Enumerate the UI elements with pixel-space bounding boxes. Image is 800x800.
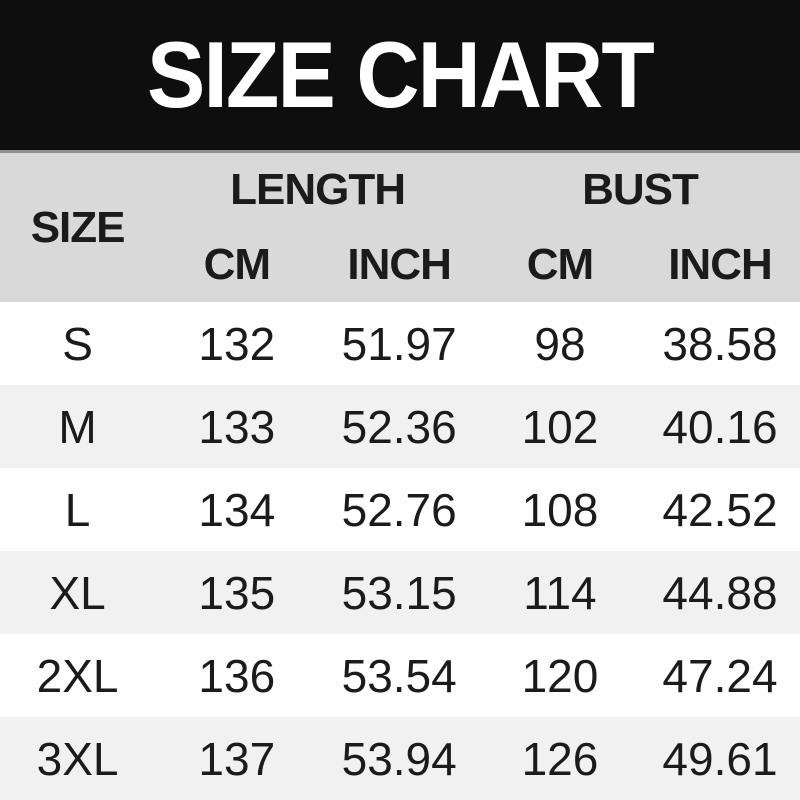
header-group-row: SIZE LENGTH BUST <box>0 153 800 302</box>
table-body: S 132 51.97 98 38.58 M 133 52.36 102 40.16 L 134 52.… <box>0 302 800 800</box>
bust-cm-cell: 98 <box>479 302 640 385</box>
bust-cm-cell: 102 <box>479 385 640 468</box>
page-title: SIZE CHART <box>147 22 655 127</box>
length-cm-cell: 133 <box>155 385 319 468</box>
length-inch-cell: 53.54 <box>318 634 480 717</box>
length-cm-cell: 132 <box>155 302 319 385</box>
column-header-size: SIZE <box>0 153 156 302</box>
bust-inch-cell: 38.58 <box>639 302 800 385</box>
column-header-bust-inch: INCH <box>639 227 800 302</box>
size-cell: 2XL <box>0 634 156 717</box>
length-inch-cell: 53.15 <box>318 551 480 634</box>
table-row: 2XL 136 53.54 120 47.24 <box>0 634 800 717</box>
bust-inch-cell: 49.61 <box>639 717 800 800</box>
table-row: S 132 51.97 98 38.58 <box>0 302 800 385</box>
size-cell: XL <box>0 551 156 634</box>
column-group-bust: BUST <box>479 153 800 227</box>
length-cm-cell: 136 <box>155 634 319 717</box>
bust-inch-cell: 40.16 <box>639 385 800 468</box>
table-row: L 134 52.76 108 42.52 <box>0 468 800 551</box>
length-inch-cell: 53.94 <box>318 717 480 800</box>
column-group-length: LENGTH <box>155 153 480 227</box>
size-cell: L <box>0 468 156 551</box>
title-banner: SIZE CHART <box>0 0 800 153</box>
bust-cm-cell: 114 <box>479 551 640 634</box>
bust-inch-cell: 44.88 <box>639 551 800 634</box>
header-sub-row: CM INCH CM INCH <box>0 227 800 302</box>
bust-cm-cell: 120 <box>479 634 640 717</box>
bust-inch-cell: 47.24 <box>639 634 800 717</box>
bust-inch-cell: 42.52 <box>639 468 800 551</box>
column-header-length-cm: CM <box>155 227 319 302</box>
bust-cm-cell: 126 <box>479 717 640 800</box>
table-row: M 133 52.36 102 40.16 <box>0 385 800 468</box>
size-chart-table: SIZE LENGTH BUST CM INCH CM INCH S 132 51.… <box>0 153 800 800</box>
table-row: 3XL 137 53.94 126 49.61 <box>0 717 800 800</box>
table-row: XL 135 53.15 114 44.88 <box>0 551 800 634</box>
length-inch-cell: 51.97 <box>318 302 480 385</box>
length-inch-cell: 52.36 <box>318 385 480 468</box>
size-cell: S <box>0 302 156 385</box>
bust-cm-cell: 108 <box>479 468 640 551</box>
length-cm-cell: 135 <box>155 551 319 634</box>
length-inch-cell: 52.76 <box>318 468 480 551</box>
size-cell: M <box>0 385 156 468</box>
column-header-bust-cm: CM <box>479 227 640 302</box>
column-header-length-inch: INCH <box>318 227 480 302</box>
table-header: SIZE LENGTH BUST CM INCH CM INCH <box>0 153 800 302</box>
length-cm-cell: 134 <box>155 468 319 551</box>
size-cell: 3XL <box>0 717 156 800</box>
length-cm-cell: 137 <box>155 717 319 800</box>
